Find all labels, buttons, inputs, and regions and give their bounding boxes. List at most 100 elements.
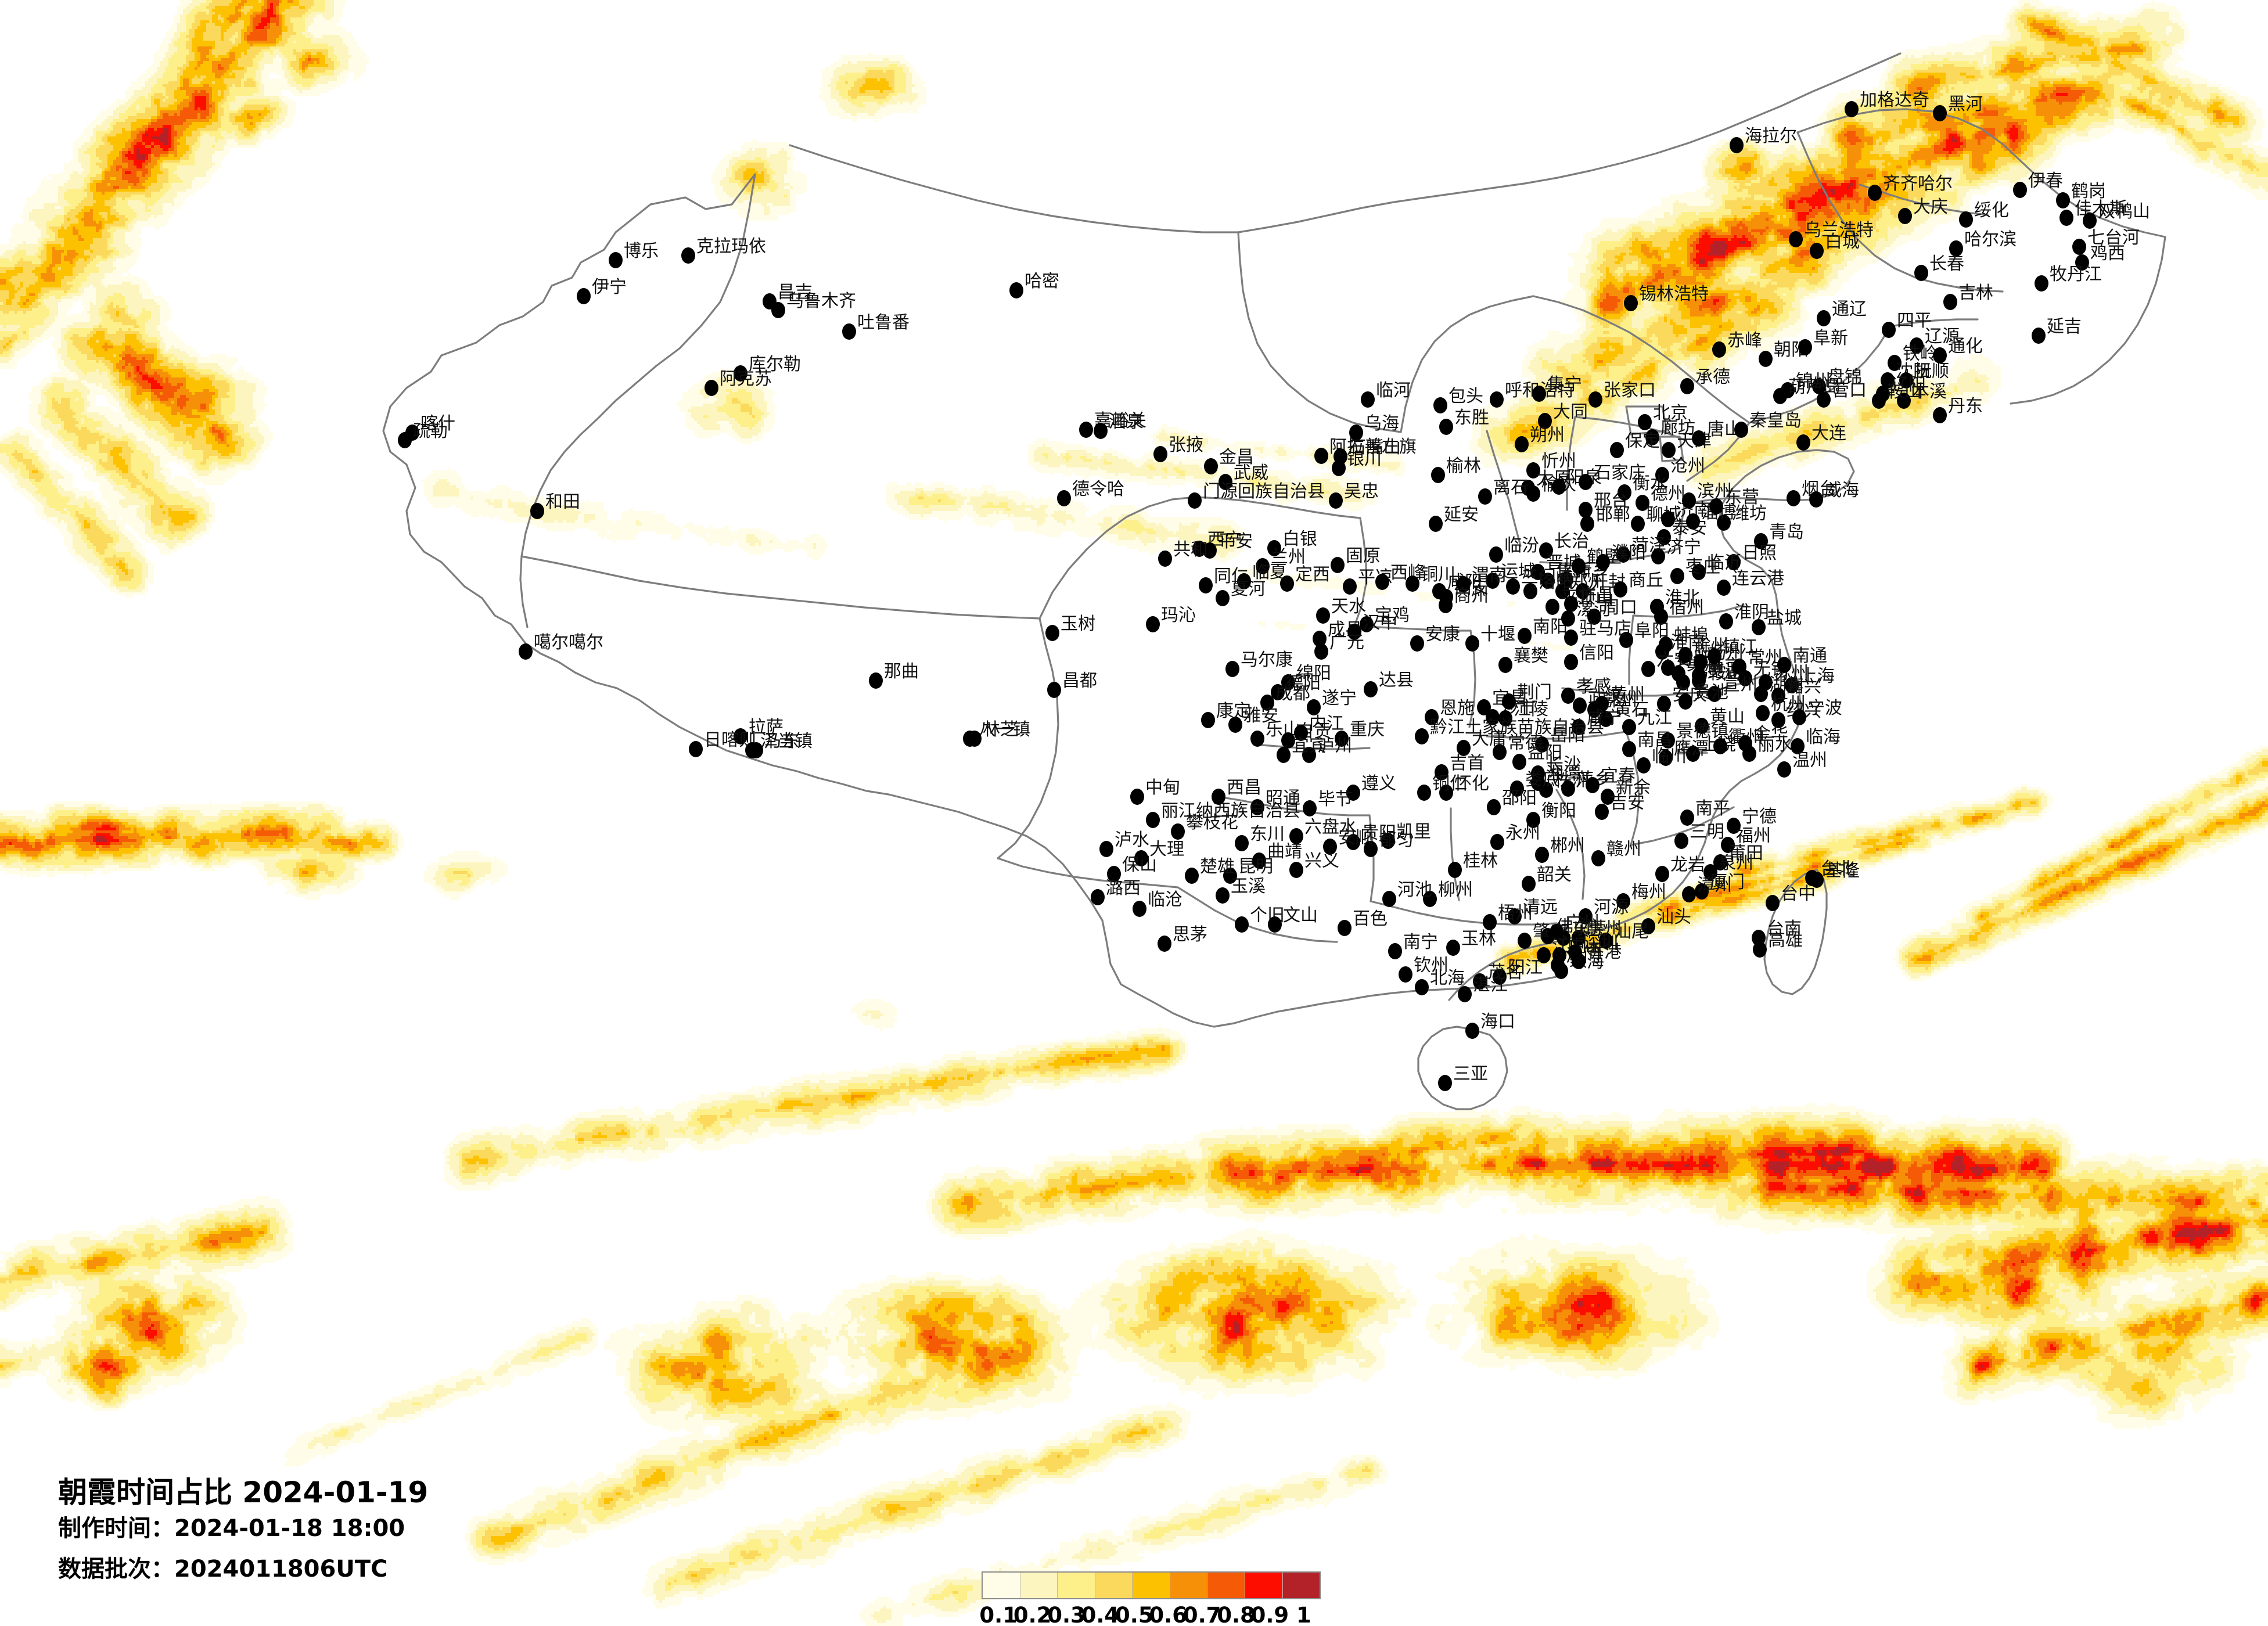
city-label: 昆明 bbox=[1238, 857, 1273, 877]
city-label: 东营 bbox=[1724, 487, 1759, 508]
colorbar-tick: 0.2 bbox=[1013, 1603, 1052, 1626]
city-label: 潍坊 bbox=[1732, 503, 1767, 524]
city-label: 重庆 bbox=[1350, 720, 1385, 740]
city-dot-icon bbox=[1289, 828, 1303, 844]
city-dot-icon bbox=[1490, 391, 1504, 408]
city-dot-icon bbox=[1564, 596, 1578, 612]
city-dot-icon bbox=[1682, 886, 1696, 902]
city-label: 韶关 bbox=[1537, 865, 1572, 885]
city-dot-icon bbox=[1655, 467, 1669, 483]
city-label: 临川 bbox=[1652, 746, 1687, 767]
city-dot-icon bbox=[1573, 697, 1587, 714]
city-dot-icon bbox=[1616, 546, 1630, 563]
city-dot-icon bbox=[1727, 818, 1741, 834]
city-dot-icon bbox=[1490, 834, 1504, 850]
city-label: 四平 bbox=[1897, 311, 1932, 331]
city-dot-icon bbox=[1552, 479, 1566, 495]
city-dot-icon bbox=[1508, 908, 1522, 924]
city-label: 玉林 bbox=[1461, 929, 1496, 949]
city-label: 台中 bbox=[1781, 884, 1816, 904]
city-dot-icon bbox=[1845, 101, 1859, 117]
city-label: 宝鸡 bbox=[1375, 605, 1410, 625]
city-dot-icon bbox=[1588, 391, 1602, 408]
city-label: 长沙 bbox=[1546, 754, 1581, 775]
colorbar-tick: 0.5 bbox=[1115, 1603, 1153, 1626]
city-dot-icon bbox=[1439, 785, 1453, 801]
city-dot-icon bbox=[1742, 746, 1756, 762]
city-label: 铜仁 bbox=[1432, 774, 1467, 794]
city-label: 绵阳 bbox=[1296, 663, 1331, 684]
city-dot-icon bbox=[1727, 554, 1741, 570]
city-label: 深圳 bbox=[1583, 933, 1618, 954]
city-label: 通化 bbox=[1948, 336, 1983, 357]
produced-time-label: 制作时间：2024-01-18 18:00 bbox=[58, 1515, 405, 1542]
city-dot-icon bbox=[1303, 800, 1317, 816]
city-dot-icon bbox=[1586, 777, 1600, 793]
city-dot-icon bbox=[1712, 341, 1726, 358]
city-dot-icon bbox=[1478, 488, 1492, 505]
city-dot-icon bbox=[1545, 599, 1559, 615]
city-dot-icon bbox=[1446, 940, 1460, 956]
colorbar: 0.1 0.2 0.3 0.4 0.5 0.6 0.7 0.8 0.9 1 bbox=[979, 1571, 1321, 1626]
city-label: 德州 bbox=[1651, 484, 1685, 504]
city-dot-icon bbox=[1641, 661, 1655, 677]
city-dot-icon bbox=[1576, 583, 1590, 599]
city-dot-icon bbox=[1610, 442, 1624, 458]
city-label: 大连 bbox=[1811, 423, 1846, 444]
city-dot-icon bbox=[1134, 850, 1148, 866]
city-dot-icon bbox=[1506, 578, 1520, 595]
city-dot-icon bbox=[1933, 347, 1947, 364]
colorbar-swatches bbox=[982, 1571, 1321, 1599]
city-dot-icon bbox=[1657, 696, 1671, 712]
city-label: 衡水 bbox=[1633, 473, 1667, 494]
colorbar-swatch bbox=[1207, 1573, 1245, 1598]
city-dot-icon bbox=[1655, 866, 1669, 882]
city-dot-icon bbox=[1502, 693, 1516, 710]
city-dot-icon bbox=[1188, 492, 1202, 509]
city-dot-icon bbox=[1796, 434, 1810, 451]
city-dot-icon bbox=[1933, 105, 1947, 121]
city-label: 惠州 bbox=[1587, 919, 1622, 939]
city-dot-icon bbox=[1361, 391, 1375, 408]
city-label: 东川 bbox=[1250, 824, 1285, 844]
city-dot-icon bbox=[1009, 282, 1023, 298]
city-dot-icon bbox=[1897, 393, 1911, 409]
city-dot-icon bbox=[609, 252, 623, 268]
city-label: 钦州 bbox=[1414, 955, 1448, 976]
city-dot-icon bbox=[1738, 670, 1752, 686]
city-label: 乌鲁木齐 bbox=[786, 291, 856, 311]
city-label: 佳木斯 bbox=[2075, 199, 2127, 219]
city-label: 汉中 bbox=[1363, 613, 1397, 633]
city-label: 东胜 bbox=[1454, 408, 1489, 428]
city-label: 遂宁 bbox=[1322, 688, 1357, 708]
city-label: 怀化 bbox=[1454, 774, 1489, 794]
city-label: 基隆 bbox=[1825, 861, 1860, 881]
city-label: 贵池 bbox=[1694, 682, 1728, 703]
city-label: 攀枝花 bbox=[1186, 812, 1238, 833]
city-dot-icon bbox=[1314, 448, 1328, 464]
city-label: 鹰潭 bbox=[1674, 739, 1709, 759]
city-label: 雅安 bbox=[1243, 706, 1278, 726]
city-dot-icon bbox=[1388, 943, 1402, 959]
city-label: 枣庄 bbox=[1685, 557, 1720, 577]
city-label: 酒泉 bbox=[1109, 412, 1144, 432]
city-label: 渭南 bbox=[1472, 565, 1507, 585]
city-label: 常州 bbox=[1748, 647, 1782, 668]
city-label: 南昌 bbox=[1637, 730, 1672, 750]
city-dot-icon bbox=[1777, 761, 1791, 778]
city-label: 成都 bbox=[1275, 684, 1310, 704]
colorbar-swatch bbox=[1170, 1573, 1208, 1598]
city-label: 离石 bbox=[1493, 477, 1528, 498]
city-label: 赤峰 bbox=[1727, 330, 1762, 351]
city-dot-icon bbox=[1787, 490, 1800, 506]
city-dot-icon bbox=[1435, 764, 1448, 780]
city-label: 益阳 bbox=[1527, 743, 1562, 763]
city-dot-icon bbox=[1662, 442, 1676, 458]
city-dot-icon bbox=[1338, 920, 1352, 936]
city-dot-icon bbox=[1539, 542, 1553, 559]
city-dot-icon bbox=[1498, 657, 1512, 673]
city-dot-icon bbox=[1522, 876, 1536, 892]
city-label: 新余 bbox=[1616, 778, 1651, 798]
city-dot-icon bbox=[1636, 495, 1649, 511]
city-label: 兰州 bbox=[1271, 547, 1306, 567]
